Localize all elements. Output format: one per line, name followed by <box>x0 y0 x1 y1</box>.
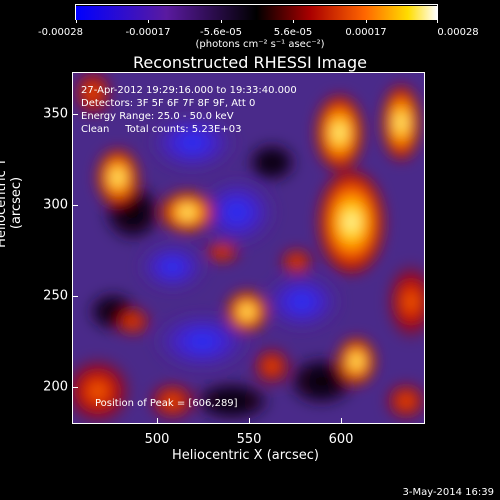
footer-date: 3-May-2014 16:39 <box>402 487 494 498</box>
y-tick-label: 250 <box>43 288 68 304</box>
y-tick-label: 350 <box>43 106 68 122</box>
colorbar-tickmark <box>221 20 222 23</box>
colorbar-tickmark <box>437 20 438 23</box>
rhessi-image-map <box>73 73 424 423</box>
y-tick-label: 200 <box>43 379 68 395</box>
x-tickmark <box>341 418 342 424</box>
rhessi-image-plot: 27-Apr-2012 19:29:16.000 to 19:33:40.000… <box>72 72 425 424</box>
colorbar-tick-label: -5.6e-05 <box>200 27 242 38</box>
x-axis-label: Heliocentric X (arcsec) <box>172 448 319 463</box>
y-tickmark <box>72 387 78 388</box>
clean-counts-annotation: Clean Total counts: 5.23E+03 <box>81 124 242 135</box>
y-axis-label: Heliocentric Y (arcsec) <box>0 158 24 248</box>
y-tick-label: 300 <box>43 197 68 213</box>
colorbar-tick-label: -0.00017 <box>125 27 171 38</box>
colorbar-tickmark <box>293 20 294 23</box>
time-range-annotation: 27-Apr-2012 19:29:16.000 to 19:33:40.000 <box>81 85 297 96</box>
x-tickmark <box>249 418 250 424</box>
detectors-annotation: Detectors: 3F 5F 6F 7F 8F 9F, Att 0 <box>81 98 256 109</box>
colorbar-units: (photons cm⁻² s⁻¹ asec⁻²) <box>195 39 325 50</box>
plot-title: Reconstructed RHESSI Image <box>133 53 367 72</box>
peak-position-annotation: Position of Peak = [606,289] <box>95 398 238 409</box>
colorbar-tickmark <box>76 20 77 23</box>
y-tickmark <box>72 296 78 297</box>
energy-range-annotation: Energy Range: 25.0 - 50.0 keV <box>81 111 234 122</box>
x-tick-label: 500 <box>144 432 170 447</box>
y-tickmark <box>72 114 78 115</box>
colorbar-tick-label: -0.00028 <box>38 27 83 38</box>
colorbar-tick-label: 0.00017 <box>345 27 387 38</box>
colorbar <box>75 4 438 20</box>
colorbar-gradient <box>76 6 437 20</box>
x-tick-label: 550 <box>236 432 262 447</box>
colorbar-tickmark <box>366 20 367 23</box>
colorbar-tick-label: 0.00028 <box>437 27 479 38</box>
colorbar-tickmark <box>148 20 149 23</box>
y-tickmark <box>72 205 78 206</box>
x-tick-label: 600 <box>328 432 354 447</box>
colorbar-tick-label: 5.6e-05 <box>273 27 313 38</box>
x-tickmark <box>157 418 158 424</box>
